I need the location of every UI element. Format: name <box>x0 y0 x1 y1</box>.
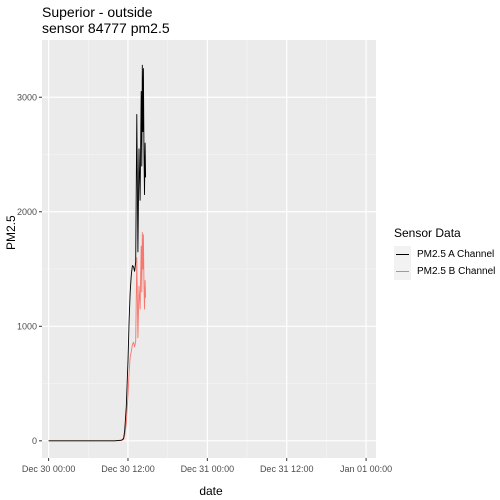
legend-title: Sensor Data <box>394 226 461 240</box>
legend-item-a: PM2.5 A Channel <box>394 246 495 263</box>
chart-title: Superior - outside <box>42 4 153 20</box>
x-tick-label: Dec 30 12:00 <box>101 464 155 474</box>
y-tick-label: 0 <box>32 436 37 446</box>
y-tick-label: 1000 <box>17 321 37 331</box>
chart-subtitle: sensor 84777 pm2.5 <box>42 20 170 36</box>
legend: Sensor Data PM2.5 A Channel PM2.5 B Chan… <box>386 226 495 280</box>
legend-swatch-a <box>396 254 409 256</box>
legend-key-a <box>394 246 411 263</box>
legend-key-b <box>394 263 411 280</box>
series-line-a-channel <box>48 64 147 442</box>
x-tick-label: Jan 01 00:00 <box>340 464 392 474</box>
legend-swatch-b <box>396 271 409 273</box>
legend-item-b: PM2.5 B Channel <box>394 263 495 280</box>
y-tick-label: 3000 <box>17 92 37 102</box>
x-tick-label: Dec 30 00:00 <box>22 464 76 474</box>
x-tick-label: Dec 31 00:00 <box>181 464 235 474</box>
y-axis-label: PM2.5 <box>4 215 18 250</box>
x-axis-label: date <box>199 484 223 498</box>
legend-label-a: PM2.5 A Channel <box>417 249 495 260</box>
legend-label-b: PM2.5 B Channel <box>417 266 496 277</box>
y-tick-label: 2000 <box>17 207 37 217</box>
x-tick-label: Dec 31 12:00 <box>260 464 314 474</box>
plot-panel <box>42 40 376 458</box>
